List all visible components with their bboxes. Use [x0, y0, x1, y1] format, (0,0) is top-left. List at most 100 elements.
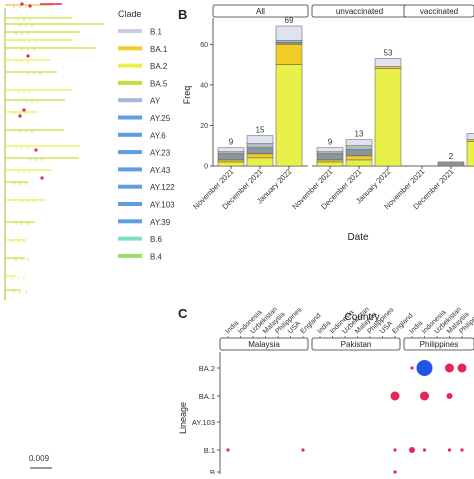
bar-segment	[217, 153, 245, 161]
clade-legend: Clade B.1 BA.1 BA.2 BA.5 AY AY.25 AY.6 AY.23 AY.…	[118, 9, 175, 261]
count-label: 13	[355, 130, 364, 139]
data-point	[420, 391, 429, 401]
data-point	[390, 391, 400, 401]
data-point	[409, 447, 415, 453]
tree-tip-marker	[20, 2, 24, 6]
tree-tip-marker	[26, 54, 30, 58]
facet-strip-label: Pakistan	[341, 340, 372, 349]
data-point	[226, 448, 230, 452]
count-label: 2	[449, 152, 454, 161]
legend-label: BA.1	[150, 45, 168, 54]
y-tick-label: B.1	[204, 446, 215, 455]
legend-label: AY.39	[150, 218, 171, 227]
bar-segment	[246, 135, 274, 144]
data-point	[447, 448, 452, 452]
bar-segment	[217, 147, 245, 153]
y-tick-label: BA.1	[199, 392, 215, 401]
bar-segment	[345, 159, 373, 167]
legend-title: Clade	[118, 9, 142, 19]
bar-segment	[466, 139, 474, 142]
legend-label: BA.5	[150, 79, 168, 88]
legend-label: AY.23	[150, 149, 171, 158]
data-point	[460, 448, 464, 452]
facet-strip	[212, 4, 309, 18]
bar-segment	[466, 141, 474, 167]
legend-swatch	[118, 29, 142, 33]
y-tick-label: BA.2	[199, 364, 215, 373]
bar-segment	[275, 44, 303, 65]
bar-segment	[316, 147, 344, 153]
y-tick-label: AY.103	[192, 418, 215, 427]
data-point	[393, 470, 397, 474]
bar-segment	[275, 39, 303, 43]
x-tick-label: India	[408, 320, 424, 336]
legend-swatch	[118, 202, 142, 206]
panel-label-b: B	[178, 7, 187, 22]
bar-segment	[246, 143, 274, 148]
bar-segment	[316, 161, 344, 167]
phylogenetic-tree	[4, 2, 104, 300]
data-point	[393, 448, 397, 452]
panel-c-dot-plot: Country BA.2 BA.1 AY.103 B.1 B Lineage Malaysia…	[178, 306, 474, 477]
data-point	[422, 448, 427, 452]
legend-label: B.1	[150, 28, 163, 37]
bar-segment	[374, 58, 402, 67]
facet-strip-label: vaccinated	[420, 7, 458, 16]
bar-segment	[275, 25, 303, 41]
legend-label: BA.2	[150, 62, 168, 71]
legend-swatch	[118, 46, 142, 51]
y-tick-label: 20	[200, 123, 208, 130]
legend-label: AY	[150, 97, 161, 106]
tree-tip-marker	[28, 4, 32, 8]
facet-strip	[403, 4, 474, 18]
bar-segment	[217, 161, 245, 167]
bar-segment	[437, 161, 465, 167]
bar-segment	[217, 151, 245, 155]
legend-swatch	[118, 132, 142, 137]
facet-strip-label: Malaysia	[248, 340, 280, 349]
facet-strip	[311, 337, 401, 351]
x-tick-label: India	[224, 320, 240, 336]
bar-segment	[374, 68, 402, 167]
legend-label: AY.103	[150, 201, 175, 210]
bar-segment	[345, 155, 373, 161]
legend-label: AY.43	[150, 166, 171, 175]
bar-segment	[246, 157, 274, 167]
scale-bar-label: 0.009	[29, 454, 50, 463]
bar-segment	[275, 42, 303, 45]
tree-tip-marker	[22, 108, 26, 112]
y-axis-label: Lineage	[178, 402, 188, 434]
legend-swatch	[118, 236, 142, 241]
data-point	[301, 448, 305, 452]
data-point	[446, 393, 453, 399]
data-point	[410, 366, 414, 370]
y-tick-label: 60	[200, 42, 208, 49]
bar-segment	[217, 159, 245, 163]
facet-strip	[219, 337, 309, 351]
bar-segment	[316, 159, 344, 163]
count-label: 69	[285, 16, 294, 25]
legend-label: B.4	[150, 252, 163, 261]
y-tick-label: B	[210, 468, 215, 474]
count-label: 9	[328, 138, 333, 147]
legend-swatch	[118, 115, 142, 120]
x-axis-label: Date	[347, 232, 369, 243]
facet-strip-label: unvaccinated	[336, 7, 383, 16]
bar-segment	[246, 153, 274, 159]
facet-strip	[403, 337, 474, 351]
chart-title: Country	[344, 312, 379, 323]
legend-swatch	[118, 80, 142, 85]
legend-swatch	[118, 63, 142, 68]
tree-tip-marker	[40, 176, 44, 180]
legend-swatch	[118, 184, 142, 189]
bar-segment	[246, 147, 274, 155]
bar-segment	[316, 151, 344, 155]
count-label: 9	[229, 138, 234, 147]
panel-label-c: C	[178, 306, 188, 321]
x-tick-label: India	[316, 320, 332, 336]
legend-swatch	[118, 167, 142, 172]
legend-swatch	[118, 150, 142, 155]
